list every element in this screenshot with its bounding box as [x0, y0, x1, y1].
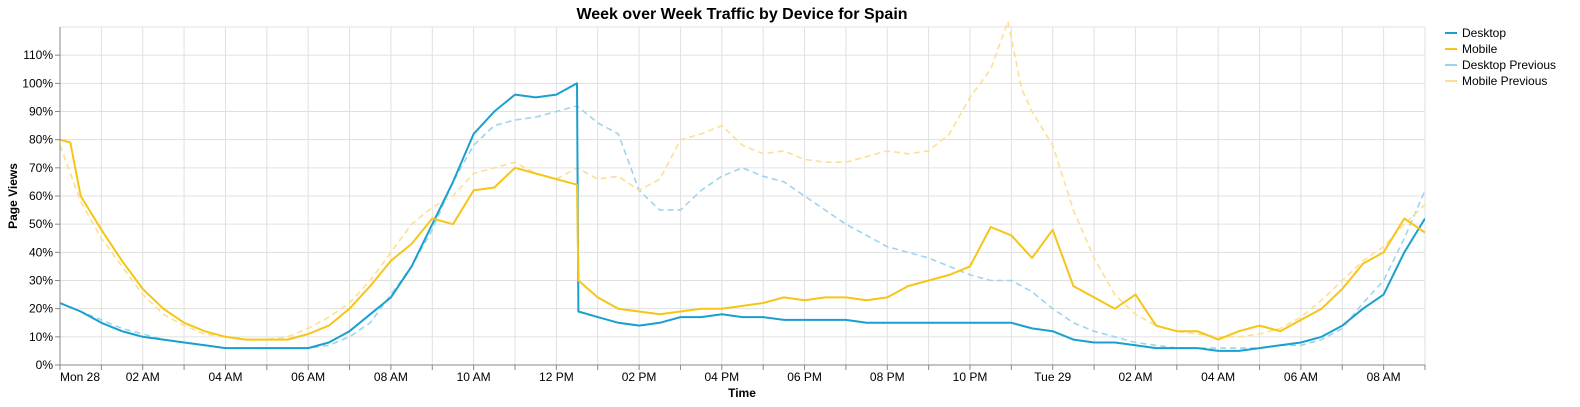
- x-tick-label: Tue 29: [1034, 370, 1071, 384]
- series-line-mobile-previous: [60, 20, 1425, 341]
- chart-title: Week over Week Traffic by Device for Spa…: [576, 6, 907, 23]
- x-tick-label: 02 AM: [126, 370, 160, 384]
- y-tick-label: 30%: [29, 274, 53, 288]
- y-tick-label: 40%: [29, 245, 53, 259]
- y-tick-label: 50%: [29, 217, 53, 231]
- x-tick-label: 10 PM: [953, 370, 988, 384]
- legend-label: Mobile: [1462, 42, 1498, 56]
- series-layer: [60, 20, 1425, 352]
- x-tick-label: 04 AM: [208, 370, 242, 384]
- y-tick-label: 70%: [29, 161, 53, 175]
- y-tick-label: 80%: [29, 133, 53, 147]
- y-tick-label: 110%: [23, 48, 53, 62]
- x-tick-label: Mon 28: [60, 370, 100, 384]
- x-tick-label: 04 AM: [1201, 370, 1235, 384]
- x-tick-label: 02 AM: [1118, 370, 1152, 384]
- x-tick-label: 04 PM: [704, 370, 739, 384]
- legend-label: Desktop: [1462, 26, 1506, 40]
- legend-label: Mobile Previous: [1462, 74, 1547, 88]
- x-tick-label: 02 PM: [622, 370, 657, 384]
- legend: Desktop Mobile Desktop Previous Mobile Prev…: [1445, 26, 1556, 88]
- axis-layer: 0% 10% 20% 30% 40% 50% 60% 70% 80% 90% 100% 110% Mon…: [22, 27, 1426, 384]
- x-tick-label: 12 PM: [539, 370, 574, 384]
- y-tick-label: 10%: [29, 330, 53, 344]
- x-axis-title: Time: [728, 386, 756, 400]
- legend-label: Desktop Previous: [1462, 58, 1556, 72]
- grid-layer: [59, 26, 1426, 366]
- legend-item: Desktop: [1445, 26, 1506, 40]
- y-tick-label: 90%: [29, 105, 53, 119]
- legend-item: Mobile Previous: [1445, 74, 1547, 88]
- y-axis-title: Page Views: [6, 163, 20, 229]
- x-tick-label: 06 AM: [1284, 370, 1318, 384]
- series-line-desktop: [60, 82, 1425, 352]
- y-tick-label: 20%: [29, 302, 53, 316]
- legend-item: Desktop Previous: [1445, 58, 1556, 72]
- y-tick-label: 0%: [36, 358, 54, 372]
- y-tick-label: 60%: [29, 189, 53, 203]
- x-tick-label: 08 AM: [1367, 370, 1401, 384]
- y-tick-label: 100%: [22, 76, 53, 90]
- x-tick-label: 10 AM: [457, 370, 491, 384]
- x-tick-label: 06 AM: [291, 370, 325, 384]
- x-tick-label: 06 PM: [787, 370, 822, 384]
- series-line-mobile: [60, 138, 1425, 341]
- x-tick-label: 08 PM: [870, 370, 905, 384]
- x-tick-label: 08 AM: [374, 370, 408, 384]
- legend-item: Mobile: [1445, 42, 1498, 56]
- series-line-desktop-previous: [60, 105, 1425, 349]
